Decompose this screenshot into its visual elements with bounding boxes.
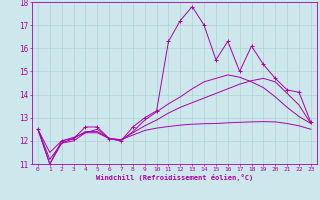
X-axis label: Windchill (Refroidissement éolien,°C): Windchill (Refroidissement éolien,°C): [96, 174, 253, 181]
